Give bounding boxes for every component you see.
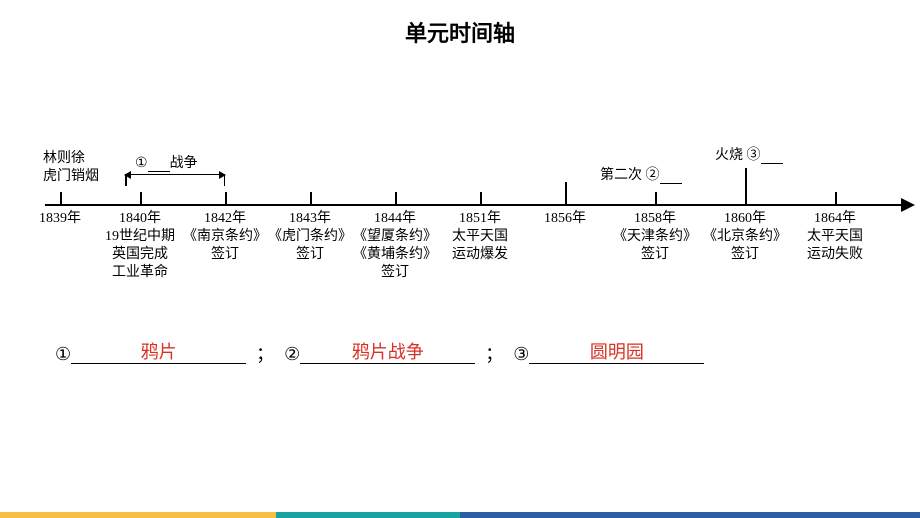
above-axis-area: 林则徐 虎门销烟 ① 战争 第二次 ② 火烧 ③: [45, 130, 905, 186]
axis-line: [45, 204, 905, 206]
event-year: 1843年: [268, 210, 352, 228]
event: 1839年: [39, 210, 81, 228]
event-line: 《天津条约》: [613, 228, 697, 246]
tick: [60, 192, 62, 204]
footer-seg-3: [460, 512, 920, 518]
event: 1844年 《望厦条约》 《黄埔条约》 签订: [353, 210, 437, 282]
span-3-label: 火烧 ③: [715, 144, 783, 164]
blank-num: ②: [646, 168, 660, 183]
pre-label-line: 林则徐: [43, 150, 99, 168]
event-line: 《虎门条约》: [268, 228, 352, 246]
event-line: 英国完成: [105, 246, 175, 264]
event: 1858年 《天津条约》 签订: [613, 210, 697, 264]
event: 1840年 19世纪中期 英国完成 工业革命: [105, 210, 175, 282]
event-line: 运动失败: [807, 246, 863, 264]
answer-text: 鸦片: [141, 342, 177, 362]
answer-num: ①: [55, 344, 71, 365]
event-year: 1864年: [807, 210, 863, 228]
event: 1851年 太平天国 运动爆发: [452, 210, 508, 264]
event-year: 1842年: [183, 210, 267, 228]
event-line: 《北京条约》: [703, 228, 787, 246]
timeline: 林则徐 虎门销烟 ①战争 第二次 ② 火烧 ③ 18: [45, 130, 905, 300]
event-line: 签订: [703, 246, 787, 264]
event: 1856年: [544, 210, 586, 228]
blank-num: ①: [135, 156, 148, 171]
answer-blank: 鸦片: [71, 340, 246, 364]
event: 1842年 《南京条约》 签订: [183, 210, 267, 264]
event-line: 工业革命: [105, 264, 175, 282]
tick: [310, 192, 312, 204]
event-line: 《黄埔条约》: [353, 246, 437, 264]
event-line: 运动爆发: [452, 246, 508, 264]
separator: ；: [485, 340, 503, 366]
arrow-left-icon: [124, 171, 131, 179]
tick: [140, 192, 142, 204]
span-1-label: ① 战争: [135, 152, 198, 172]
blank-num: ③: [747, 148, 761, 163]
event-line: 签订: [613, 246, 697, 264]
event-line: 太平天国: [807, 228, 863, 246]
event-year: 1856年: [544, 210, 586, 228]
span-suffix: 战争: [170, 156, 198, 171]
tick: [655, 192, 657, 204]
event-line: 签订: [183, 246, 267, 264]
event-line: 《南京条约》: [183, 228, 267, 246]
separator: ；: [256, 340, 274, 366]
footer-seg-2: [276, 512, 460, 518]
event-line: 签订: [353, 264, 437, 282]
span-prefix: 火烧: [715, 148, 743, 163]
answer-num: ②: [284, 344, 300, 365]
span-2-label: 第二次 ②: [600, 164, 682, 184]
blank-line: [148, 156, 170, 172]
answer-blank: 鸦片战争: [300, 340, 475, 364]
event-year: 1860年: [703, 210, 787, 228]
event-year: 1851年: [452, 210, 508, 228]
answer-num: ③: [513, 344, 529, 365]
event: 1864年 太平天国 运动失败: [807, 210, 863, 264]
pre-label-line: 虎门销烟: [43, 168, 99, 186]
answer-text: 圆明园: [590, 342, 644, 362]
blank-line: [761, 148, 783, 164]
below-axis-area: 1839年 1840年 19世纪中期 英国完成 工业革命 1842年 《南京条约…: [45, 210, 905, 300]
event: 1860年 《北京条约》 签订: [703, 210, 787, 264]
footer-bar: [0, 512, 920, 518]
event-line: 《望厦条约》: [353, 228, 437, 246]
event-year: 1839年: [39, 210, 81, 228]
span-1-bracket: [125, 174, 225, 186]
tick: [480, 192, 482, 204]
blank-line: [660, 168, 682, 184]
page-title: 单元时间轴: [0, 0, 920, 48]
footer-seg-1: [0, 512, 276, 518]
pre-event-label: 林则徐 虎门销烟: [43, 150, 99, 186]
event-line: 太平天国: [452, 228, 508, 246]
event-year: 1844年: [353, 210, 437, 228]
tick: [395, 192, 397, 204]
span-prefix: 第二次: [600, 168, 642, 183]
tick-row: [45, 186, 905, 204]
answers-row: ① 鸦片 ； ② 鸦片战争 ； ③ 圆明园: [55, 340, 875, 366]
answer-text: 鸦片战争: [352, 342, 424, 362]
event-line: 签订: [268, 246, 352, 264]
event-line: 19世纪中期: [105, 228, 175, 246]
event-year: 1840年: [105, 210, 175, 228]
tick: [835, 192, 837, 204]
arrow-right-icon: [219, 171, 226, 179]
event: 1843年 《虎门条约》 签订: [268, 210, 352, 264]
answer-blank: 圆明园: [529, 340, 704, 364]
tick: [225, 192, 227, 204]
event-year: 1858年: [613, 210, 697, 228]
